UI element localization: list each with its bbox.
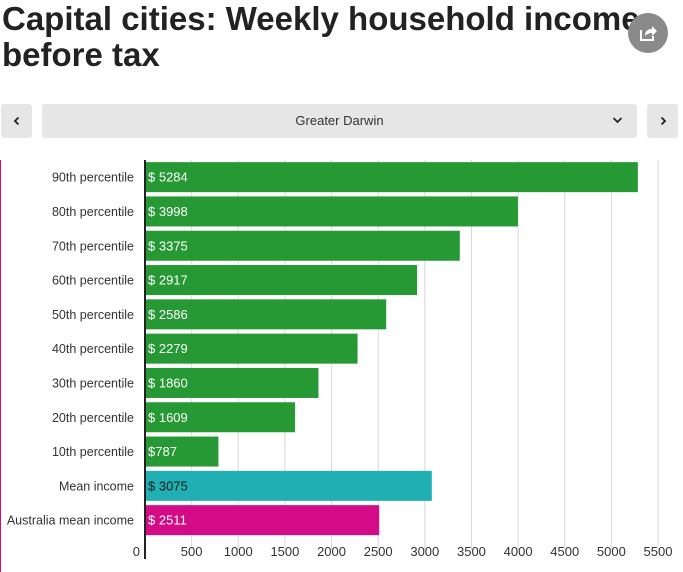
category-label: Mean income [59, 479, 134, 493]
x-tick-label: 5000 [597, 544, 626, 559]
bar [146, 436, 219, 467]
bar [146, 333, 358, 364]
category-label: 20th percentile [52, 411, 134, 425]
x-tick-label: 2500 [364, 544, 393, 559]
bar-value-label: $ 5284 [148, 170, 188, 185]
category-label: 70th percentile [52, 239, 134, 253]
x-tick-label: 0 [133, 544, 140, 559]
bar [146, 402, 296, 433]
bar [146, 299, 387, 330]
share-button[interactable] [628, 13, 668, 53]
x-tick-label: 4500 [550, 544, 579, 559]
bar-value-label: $ 2511 [148, 513, 187, 528]
next-region-button[interactable] [647, 104, 678, 138]
bar [146, 367, 319, 398]
bar-value-label: $ 1860 [148, 375, 188, 390]
bar-value-label: $ 2279 [148, 341, 188, 356]
x-tick-label: 3000 [410, 544, 439, 559]
income-bar-chart: 0 500 1000 1500 2000 2500 3000 3500 4000 4500 5000… [7, 160, 673, 559]
region-select-value: Greater Darwin [295, 113, 384, 128]
category-label: 40th percentile [52, 342, 134, 356]
bar [146, 505, 380, 536]
page-title: Capital cities: Weekly household income … [2, 0, 640, 73]
bar-value-label: $787 [148, 444, 177, 459]
category-label: 10th percentile [52, 445, 134, 459]
share-icon [640, 26, 657, 41]
bar [146, 230, 460, 261]
bar [146, 265, 418, 296]
bar-value-label: $ 1609 [148, 410, 188, 425]
left-accent-line [0, 160, 1, 572]
region-select[interactable]: Greater Darwin [42, 104, 637, 138]
bar-value-label: $ 2586 [148, 307, 188, 322]
chevron-right-icon [660, 116, 666, 126]
chevron-left-icon [13, 116, 19, 126]
x-tick-label: 4000 [504, 544, 533, 559]
bar-value-label: $ 3998 [148, 204, 188, 219]
category-label: 30th percentile [52, 376, 134, 390]
x-tick-label: 1500 [270, 544, 299, 559]
x-tick-label: 3500 [457, 544, 486, 559]
bar [146, 470, 432, 501]
x-tick-label: 5500 [644, 544, 673, 559]
chevron-down-icon [612, 117, 623, 124]
category-label: 90th percentile [52, 171, 134, 185]
category-label: 60th percentile [52, 274, 134, 288]
previous-region-button[interactable] [1, 104, 32, 138]
bar [146, 196, 518, 227]
x-tick-label: 1000 [224, 544, 253, 559]
bar [146, 162, 638, 193]
bar-value-label: $ 3075 [148, 478, 188, 493]
category-label: Australia mean income [7, 514, 134, 528]
category-label: 50th percentile [52, 308, 134, 322]
x-tick-label: 2000 [317, 544, 346, 559]
bar-value-label: $ 3375 [148, 238, 188, 253]
bar-value-label: $ 2917 [148, 273, 188, 288]
category-label: 80th percentile [52, 205, 134, 219]
x-tick-label: 500 [181, 544, 203, 559]
